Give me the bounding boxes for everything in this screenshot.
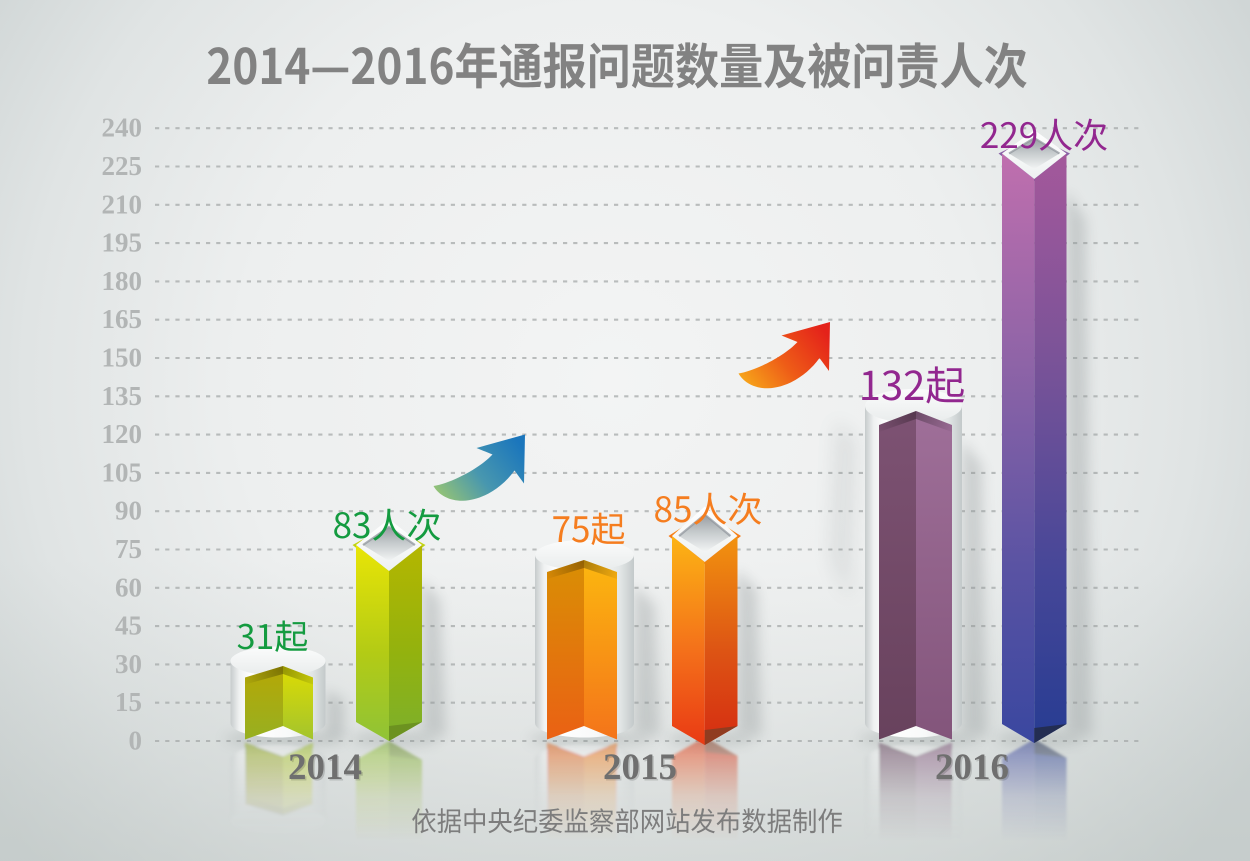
- svg-text:210: 210: [102, 189, 143, 219]
- svg-text:195: 195: [102, 228, 143, 258]
- svg-text:2016: 2016: [935, 747, 1009, 788]
- svg-text:120: 120: [102, 419, 143, 449]
- svg-text:165: 165: [102, 304, 143, 334]
- svg-text:0: 0: [129, 726, 143, 756]
- svg-text:135: 135: [102, 381, 143, 411]
- svg-text:15: 15: [115, 687, 142, 717]
- svg-text:2015: 2015: [605, 749, 679, 790]
- svg-text:180: 180: [102, 266, 143, 296]
- svg-text:45: 45: [115, 611, 142, 641]
- svg-text:90: 90: [115, 496, 142, 526]
- svg-text:105: 105: [102, 457, 143, 487]
- svg-text:2014: 2014: [290, 749, 364, 790]
- svg-text:30: 30: [115, 649, 142, 679]
- svg-text:240: 240: [102, 113, 143, 143]
- svg-text:225: 225: [102, 151, 143, 181]
- svg-text:2014: 2014: [288, 747, 362, 788]
- svg-text:150: 150: [102, 343, 143, 373]
- svg-text:2016: 2016: [937, 749, 1011, 790]
- svg-text:2015: 2015: [603, 747, 677, 788]
- svg-text:60: 60: [115, 572, 142, 602]
- svg-text:75: 75: [115, 534, 142, 564]
